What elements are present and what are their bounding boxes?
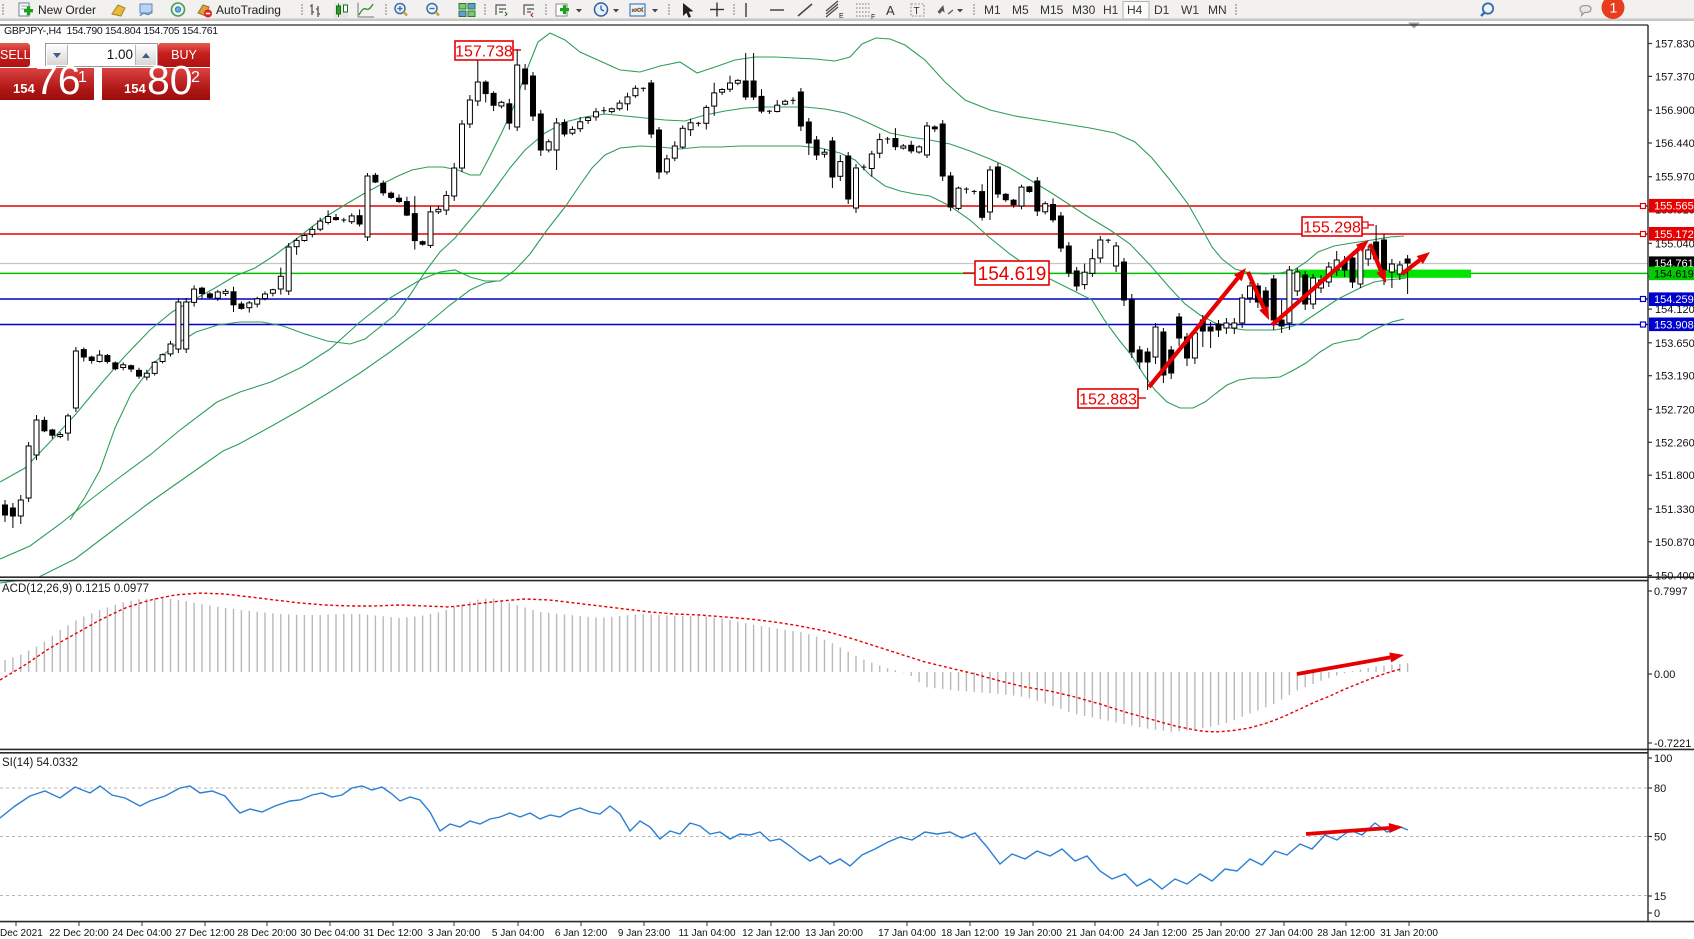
svg-text:153.650: 153.650: [1655, 338, 1694, 350]
svg-text:31 Dec 12:00: 31 Dec 12:00: [363, 928, 423, 939]
svg-text:153.190: 153.190: [1655, 371, 1694, 383]
svg-text:152.883: 152.883: [1079, 391, 1137, 408]
svg-text:80: 80: [1654, 783, 1666, 795]
svg-text:6 Jan 12:00: 6 Jan 12:00: [555, 928, 608, 939]
svg-text:154.120: 154.120: [1655, 304, 1694, 316]
svg-text:152.720: 152.720: [1655, 404, 1694, 416]
svg-text:150.400: 150.400: [1655, 571, 1694, 583]
svg-text:156.440: 156.440: [1655, 138, 1694, 150]
svg-text:0.7997: 0.7997: [1654, 586, 1688, 598]
svg-text:28 Dec 20:00: 28 Dec 20:00: [237, 928, 297, 939]
svg-text:152.260: 152.260: [1655, 437, 1694, 449]
svg-text:154.259: 154.259: [1654, 294, 1694, 306]
svg-text:31 Jan 20:00: 31 Jan 20:00: [1380, 928, 1438, 939]
svg-text:28 Jan 12:00: 28 Jan 12:00: [1317, 928, 1375, 939]
svg-text:155.172: 155.172: [1654, 229, 1694, 241]
svg-text:0: 0: [1654, 908, 1660, 920]
svg-text:M1: M1: [984, 3, 1001, 17]
svg-text:157.370: 157.370: [1655, 71, 1694, 83]
svg-text:W1: W1: [1181, 3, 1199, 17]
svg-text:M5: M5: [1012, 3, 1029, 17]
svg-text:155.565: 155.565: [1654, 201, 1694, 213]
svg-text:157.830: 157.830: [1655, 39, 1694, 51]
svg-text:Dec 2021: Dec 2021: [0, 928, 43, 939]
svg-text:155.298: 155.298: [1303, 219, 1361, 236]
svg-text:3 Jan 20:00: 3 Jan 20:00: [428, 928, 481, 939]
svg-text:157.738: 157.738: [455, 43, 513, 60]
svg-text:13 Jan 20:00: 13 Jan 20:00: [805, 928, 863, 939]
svg-text:156.900: 156.900: [1655, 105, 1694, 117]
svg-text:21 Jan 04:00: 21 Jan 04:00: [1066, 928, 1124, 939]
svg-text:M15: M15: [1040, 3, 1064, 17]
svg-text:50: 50: [1654, 832, 1666, 844]
svg-text:155.040: 155.040: [1655, 238, 1694, 250]
svg-text:22 Dec 20:00: 22 Dec 20:00: [49, 928, 109, 939]
svg-text:SI(14) 54.0332: SI(14) 54.0332: [2, 757, 78, 769]
svg-text:19 Jan 20:00: 19 Jan 20:00: [1004, 928, 1062, 939]
svg-text:24 Dec 04:00: 24 Dec 04:00: [112, 928, 172, 939]
svg-text:153.908: 153.908: [1654, 319, 1694, 331]
svg-text:24 Jan 12:00: 24 Jan 12:00: [1129, 928, 1187, 939]
svg-text:1: 1: [1610, 0, 1618, 16]
svg-text:17 Jan 04:00: 17 Jan 04:00: [878, 928, 936, 939]
svg-text:E: E: [839, 13, 844, 20]
svg-text:151.800: 151.800: [1655, 470, 1694, 482]
svg-text:T: T: [914, 6, 920, 17]
svg-text:25 Jan 20:00: 25 Jan 20:00: [1192, 928, 1250, 939]
svg-text:15: 15: [1654, 891, 1666, 903]
svg-text:27 Jan 04:00: 27 Jan 04:00: [1255, 928, 1313, 939]
svg-text:D1: D1: [1154, 3, 1170, 17]
svg-text:H4: H4: [1127, 3, 1143, 17]
svg-text:H1: H1: [1103, 3, 1119, 17]
svg-text:12 Jan 12:00: 12 Jan 12:00: [742, 928, 800, 939]
svg-text:155.970: 155.970: [1655, 172, 1694, 184]
svg-text:M30: M30: [1072, 3, 1096, 17]
svg-text:150.870: 150.870: [1655, 537, 1694, 549]
svg-text:154.619: 154.619: [1654, 268, 1694, 280]
svg-text:0.00: 0.00: [1654, 669, 1675, 681]
svg-text:154.619: 154.619: [978, 264, 1047, 285]
svg-text:-0.7221: -0.7221: [1654, 738, 1691, 750]
svg-text:100: 100: [1654, 753, 1672, 765]
svg-text:30 Dec 04:00: 30 Dec 04:00: [300, 928, 360, 939]
svg-text:A: A: [886, 3, 895, 18]
svg-text:151.330: 151.330: [1655, 504, 1694, 516]
svg-text:AutoTrading: AutoTrading: [216, 3, 281, 17]
svg-text:MN: MN: [1208, 3, 1227, 17]
svg-text:ACD(12,26,9) 0.1215 0.0977: ACD(12,26,9) 0.1215 0.0977: [2, 583, 149, 595]
svg-text:F: F: [871, 14, 875, 21]
svg-text:18 Jan 12:00: 18 Jan 12:00: [941, 928, 999, 939]
svg-text:27 Dec 12:00: 27 Dec 12:00: [175, 928, 235, 939]
svg-text:5 Jan 04:00: 5 Jan 04:00: [492, 928, 545, 939]
svg-text:11 Jan 04:00: 11 Jan 04:00: [678, 928, 736, 939]
svg-text:9 Jan 23:00: 9 Jan 23:00: [618, 928, 671, 939]
svg-text:New Order: New Order: [38, 3, 96, 17]
